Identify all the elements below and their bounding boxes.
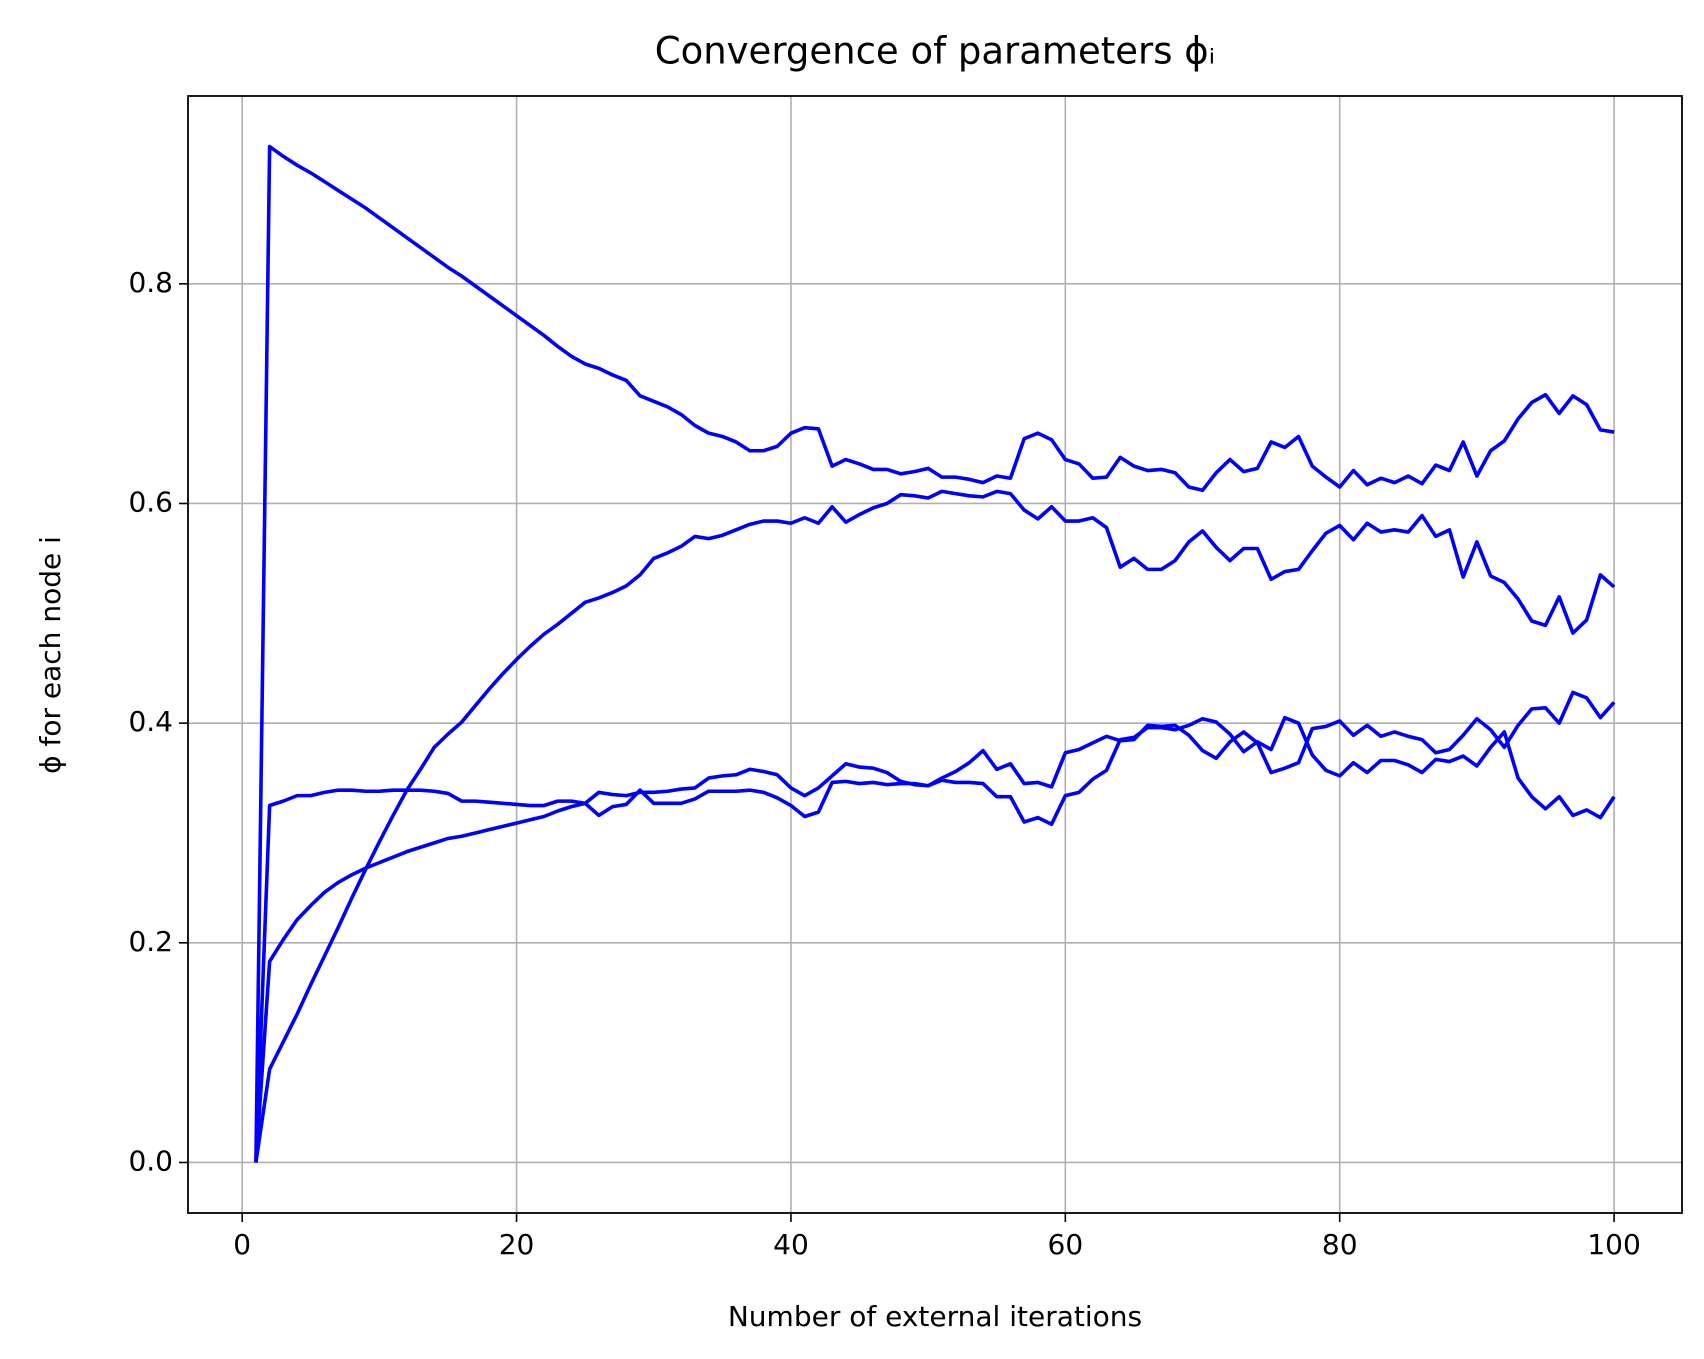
- x-tick-label: 0: [233, 1228, 251, 1261]
- y-tick-label: 0.8: [128, 266, 173, 299]
- y-tick-label: 0.4: [128, 705, 173, 738]
- y-axis-label: ϕ for each node i: [34, 536, 67, 774]
- data-line: [254, 144, 1615, 1163]
- grid: [188, 96, 1682, 1213]
- x-tick-label: 20: [499, 1228, 535, 1261]
- axes-frame: [187, 95, 1683, 1214]
- y-tick-label: 0.6: [128, 485, 173, 518]
- x-tick-label: 100: [1587, 1228, 1640, 1261]
- x-axis-label: Number of external iterations: [728, 1300, 1142, 1333]
- x-tick-label: 60: [1048, 1228, 1084, 1261]
- x-tick-label: 40: [773, 1228, 809, 1261]
- x-tick-label: 80: [1322, 1228, 1358, 1261]
- y-tick-label: 0.0: [128, 1144, 173, 1177]
- plot-lines: [254, 144, 1616, 1163]
- y-tick-label: 0.2: [128, 925, 173, 958]
- chart-title: Convergence of parameters ϕᵢ: [655, 30, 1216, 73]
- data-line: [254, 690, 1616, 1163]
- data-line: [254, 489, 1616, 1163]
- ticks: 0 20 40 60 80 100 0.0 0.2 0.4 0.6 0.8: [128, 266, 1640, 1261]
